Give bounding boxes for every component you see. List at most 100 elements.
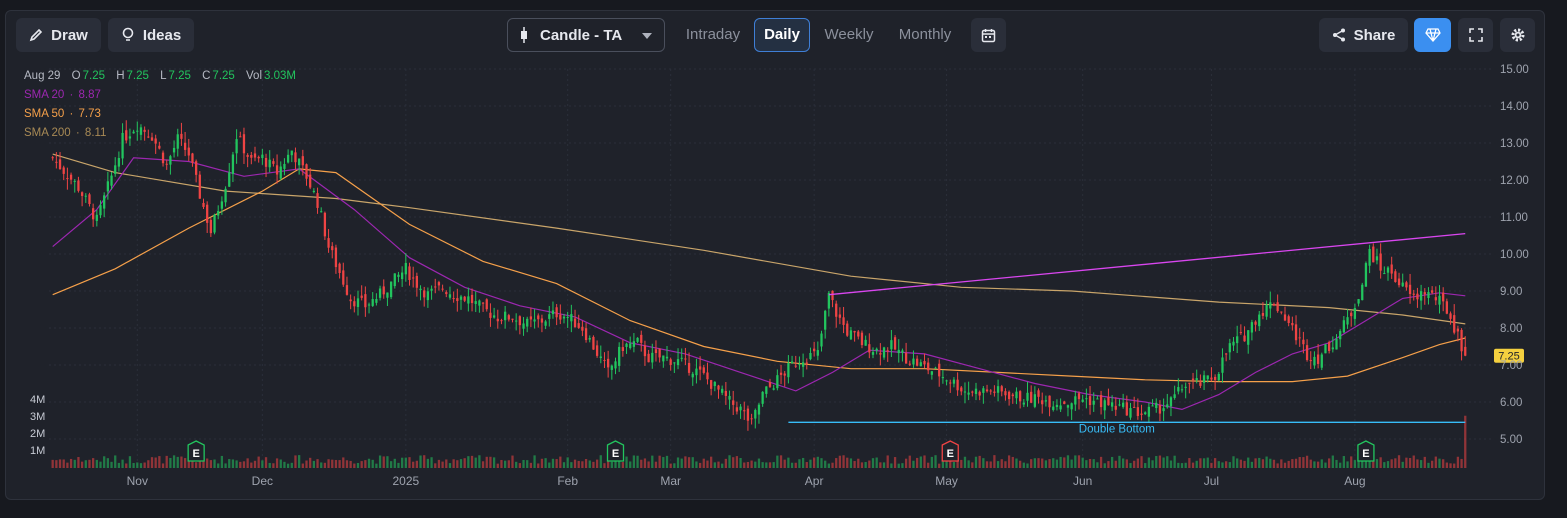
candle-body — [445, 292, 448, 295]
candle-body — [614, 361, 617, 369]
tab-weekly[interactable]: Weekly — [824, 26, 874, 43]
volume-bar — [960, 459, 963, 468]
volume-bar — [1353, 460, 1357, 468]
candle-body — [776, 375, 779, 389]
volume-bar — [1085, 460, 1088, 468]
volume-bar — [798, 459, 801, 468]
volume-bar — [58, 459, 62, 468]
candle-body — [1125, 402, 1128, 416]
volume-bar — [504, 460, 507, 468]
volume-bar — [537, 463, 540, 468]
volume-bar — [956, 458, 959, 468]
volume-bar — [676, 457, 680, 468]
high-label: H — [116, 70, 125, 82]
volume-bar — [356, 462, 360, 468]
volume-bar — [1434, 456, 1437, 468]
volume-bar — [533, 455, 536, 468]
volume-bar — [1228, 462, 1231, 468]
calendar-button[interactable] — [971, 18, 1006, 52]
candle-body — [1309, 360, 1312, 362]
candle-body — [956, 379, 959, 391]
candle-body — [132, 131, 135, 134]
volume-bar — [437, 459, 441, 468]
volume-bar — [515, 461, 518, 468]
volume-bar — [1147, 457, 1151, 468]
candle-body — [1158, 405, 1162, 414]
volume-bar — [897, 463, 900, 468]
volume-bar — [253, 460, 257, 468]
volume-bar — [1442, 459, 1445, 468]
volume-bar — [456, 460, 459, 468]
tab-daily[interactable]: Daily — [754, 18, 810, 52]
price-chart[interactable]: Double Bottom E E E E 7.25 15.00 14.00 13.00 12.… — [6, 11, 1544, 499]
candle-body — [1007, 391, 1011, 400]
draw-button[interactable]: Draw — [16, 18, 101, 52]
volume-bar — [665, 455, 669, 468]
candle-body — [1213, 376, 1217, 380]
candle-body — [375, 298, 378, 303]
candle-body — [1059, 405, 1062, 410]
candle-body — [1191, 378, 1195, 381]
candle-body — [1037, 390, 1040, 397]
pencil-icon — [29, 28, 43, 42]
sma20-line — [52, 157, 1466, 411]
volume-bar — [150, 457, 154, 468]
tab-intraday[interactable]: Intraday — [685, 26, 741, 43]
earnings-marker — [187, 440, 205, 462]
volume-bar — [640, 459, 643, 468]
candle-body — [790, 361, 794, 364]
x-tick-label: Apr — [805, 474, 824, 488]
candle-body — [1074, 396, 1077, 405]
candle-body — [533, 319, 536, 322]
volume-bar — [629, 461, 632, 468]
settings-button[interactable] — [1500, 18, 1535, 52]
volume-bar — [573, 459, 577, 468]
volume-bar — [404, 457, 407, 468]
volume-bar — [161, 463, 165, 468]
volume-bar — [1166, 456, 1169, 468]
tab-monthly[interactable]: Monthly — [898, 26, 952, 43]
candle-body — [1026, 392, 1029, 401]
candle-body — [743, 410, 746, 412]
candle-body — [728, 395, 731, 400]
candle-body — [1320, 354, 1323, 368]
candle-body — [1261, 312, 1265, 316]
candle-body — [573, 318, 577, 328]
chart-type-select[interactable]: Candle - TA — [507, 18, 665, 52]
candle-body — [982, 388, 985, 393]
volume-bar — [1416, 459, 1419, 468]
candle-body — [897, 349, 900, 354]
volume-bar — [239, 461, 242, 468]
premium-button[interactable] — [1414, 18, 1451, 52]
candle-body — [253, 153, 257, 158]
candle-body — [389, 281, 393, 298]
candle-body — [687, 362, 691, 373]
volume-bar — [838, 455, 842, 468]
candle-body — [566, 317, 569, 319]
sma20-value: 8.87 — [78, 89, 101, 101]
share-button[interactable]: Share — [1319, 18, 1408, 52]
volume-bar — [717, 461, 720, 468]
candle-body — [51, 157, 54, 159]
volume-bar — [1000, 459, 1003, 468]
fullscreen-button[interactable] — [1458, 18, 1493, 52]
candle-body — [1173, 394, 1176, 398]
ideas-button[interactable]: Ideas — [108, 18, 194, 52]
volume-bar — [1155, 456, 1158, 468]
volume-bar — [430, 457, 433, 468]
candle-body — [739, 406, 742, 411]
ohlc-legend: Aug 29 O 7.25 H 7.25 L 7.25 C 7.25 Vol 3.03M — [24, 70, 298, 82]
volume-bar — [732, 457, 735, 468]
volume-bar — [1099, 456, 1103, 468]
volume-bar — [158, 456, 161, 468]
volume-bar — [1070, 459, 1073, 468]
candle-body — [1438, 295, 1441, 305]
candle-body — [794, 365, 797, 367]
candle-body — [941, 377, 945, 379]
candle-body — [1434, 297, 1437, 301]
volume-bar — [77, 457, 80, 468]
candle-body — [1331, 347, 1334, 350]
volume-bar — [1394, 458, 1397, 468]
candle-body — [99, 205, 102, 216]
volume-bar — [1118, 455, 1121, 468]
